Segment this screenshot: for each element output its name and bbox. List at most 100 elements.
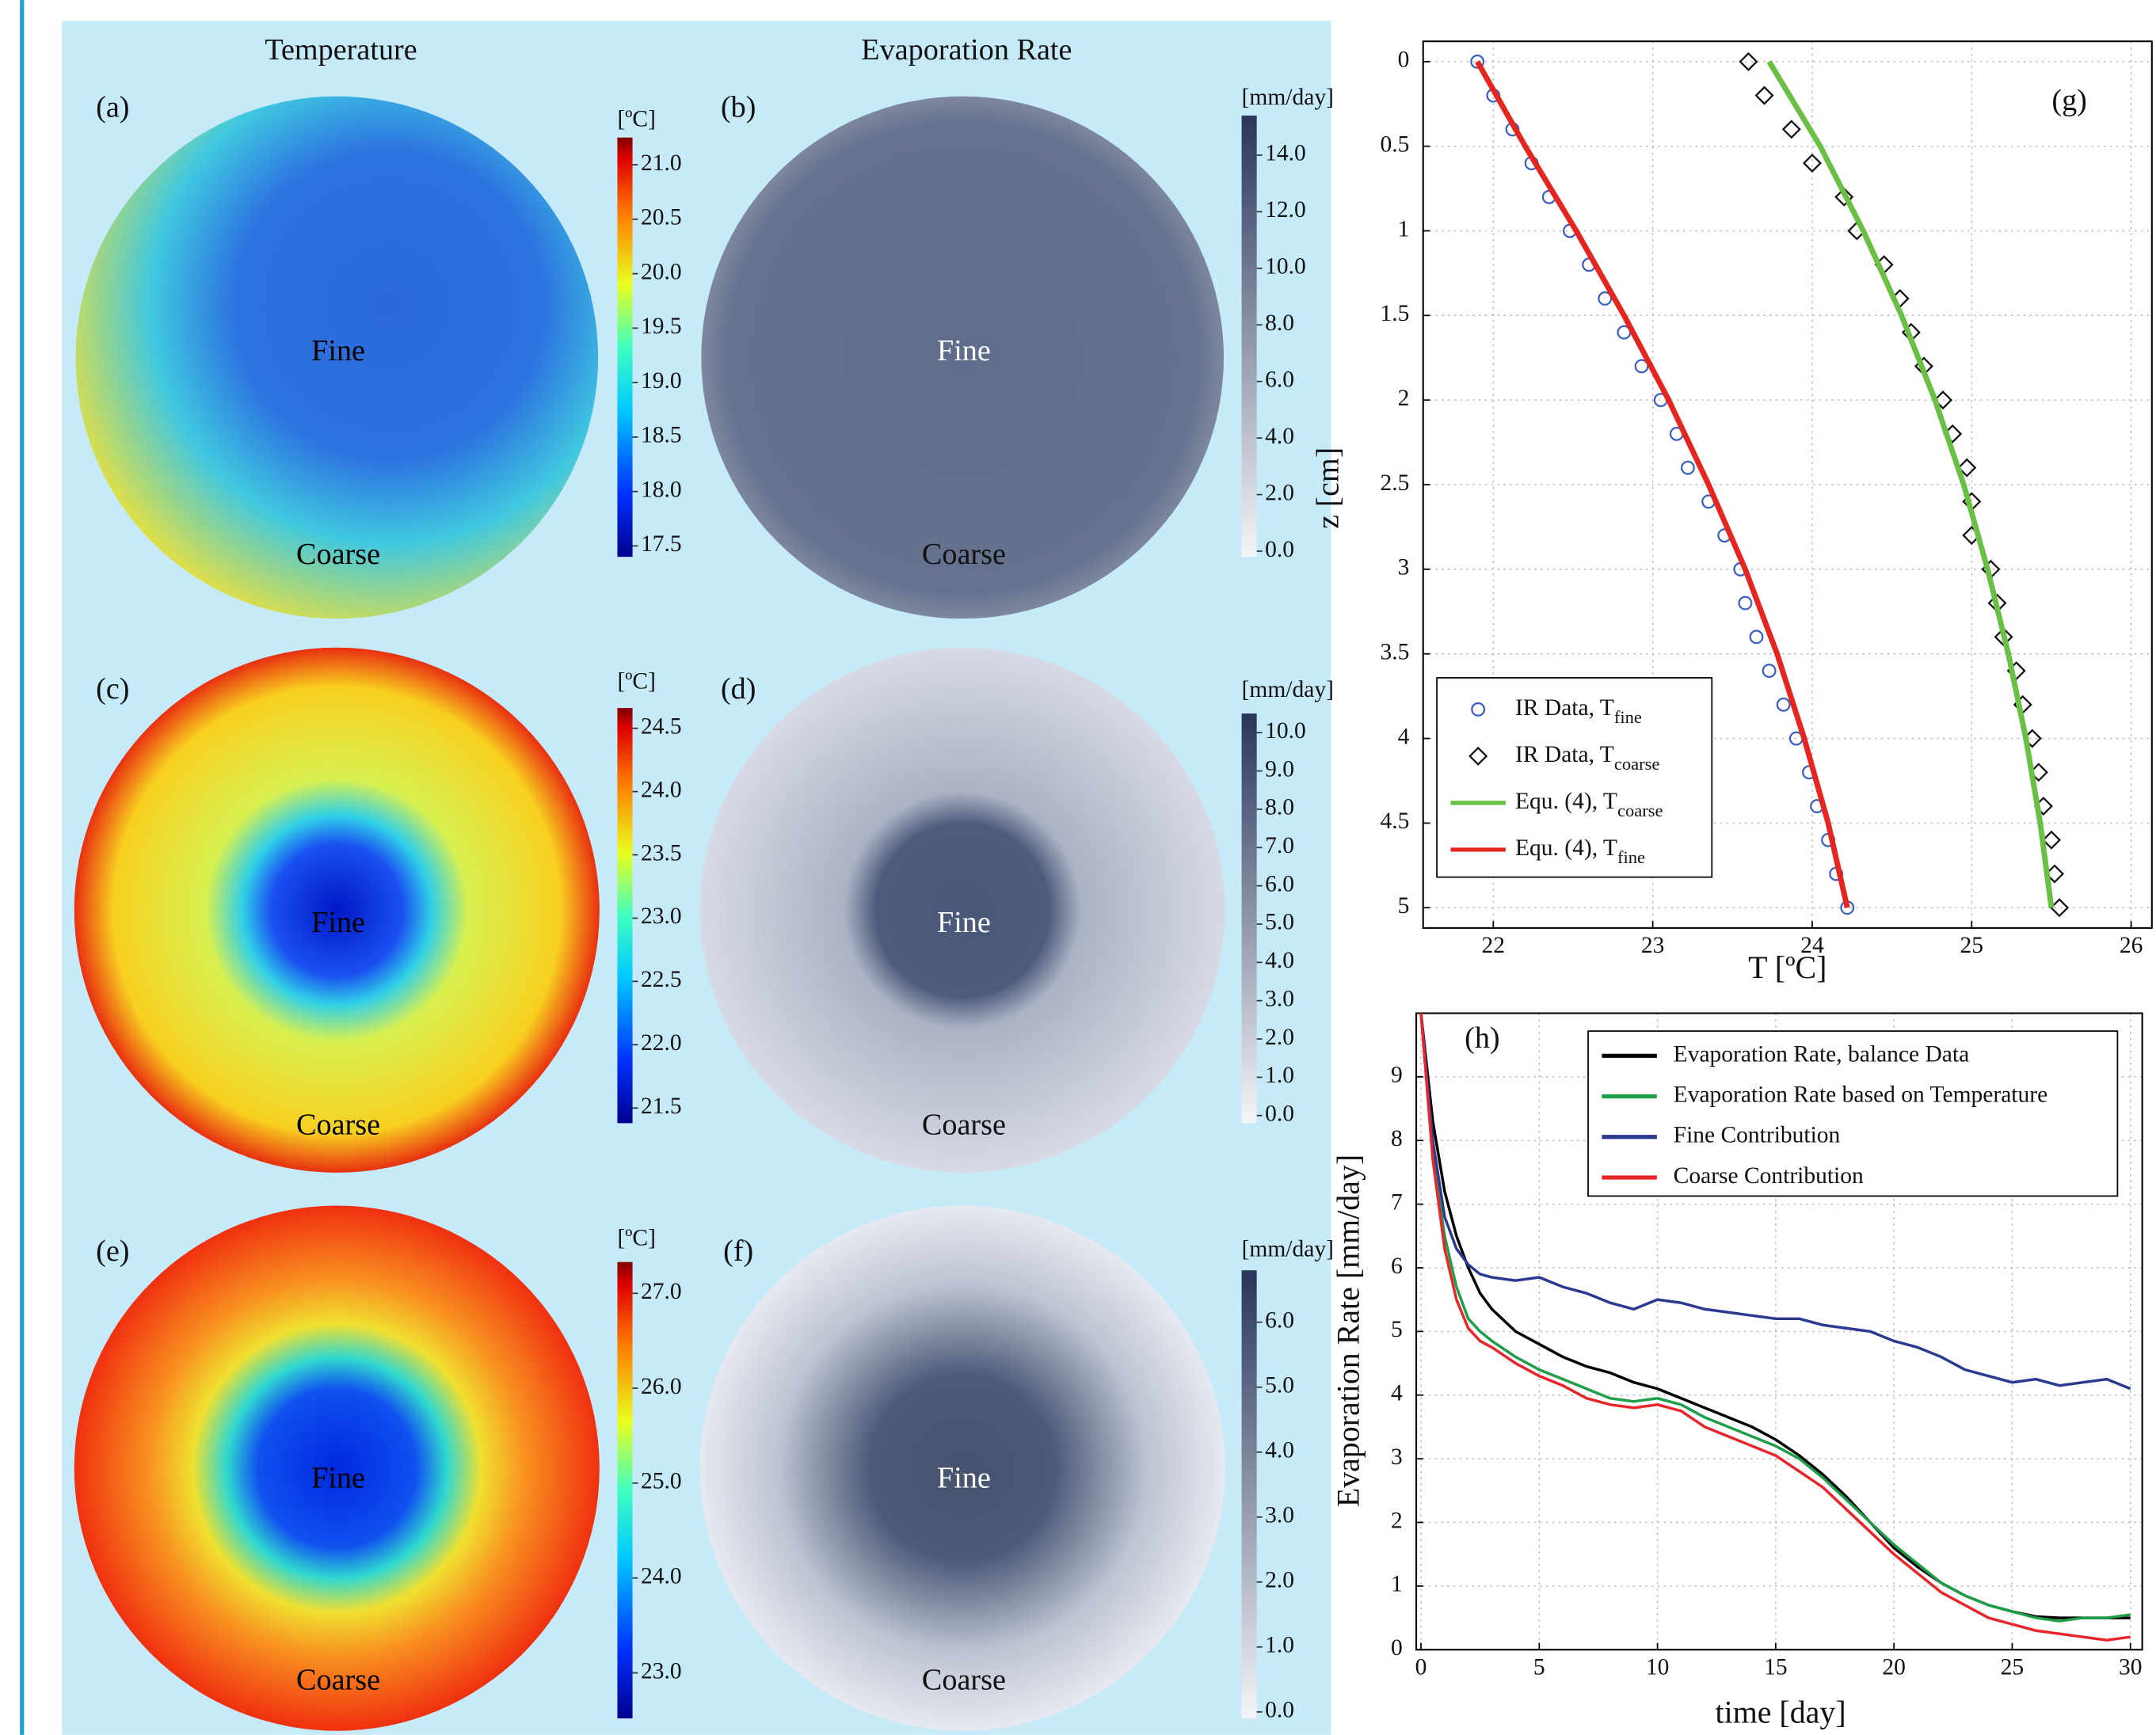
colorbar-tick-label: 21.0: [641, 150, 682, 176]
legend-label: Coarse Contribution: [1674, 1163, 1864, 1189]
colorbar-tick-label: 3.0: [1265, 1503, 1294, 1528]
y-axis-label: Evaporation Rate [mm/day]: [1331, 1155, 1366, 1507]
colorbar-tick-label: 24.5: [641, 713, 682, 739]
x-axis-label: time [day]: [1716, 1695, 1846, 1730]
x-tick-label: 26: [2120, 933, 2143, 958]
colorbar-tick-label: 10.0: [1265, 718, 1306, 744]
colorbar: [1242, 116, 1257, 557]
figure: Temperature(a)FineCoarse[ºC]17.518.018.5…: [0, 0, 2156, 1735]
region-label: Fine: [311, 1462, 365, 1495]
region-label: Coarse: [922, 1664, 1006, 1697]
colorbar: [617, 1262, 632, 1718]
region-label: Coarse: [922, 538, 1006, 571]
region-label: Coarse: [296, 1108, 380, 1141]
y-tick-label: 1.5: [1380, 301, 1409, 326]
colorbar-tick-label: 5.0: [1265, 1373, 1294, 1398]
colorbar-tick-label: 4.0: [1265, 948, 1294, 973]
legend-label: Evaporation Rate based on Temperature: [1674, 1082, 2048, 1107]
colorbar-tick-label: 4.0: [1265, 424, 1294, 449]
x-tick-label: 23: [1641, 933, 1665, 958]
column-title: Temperature: [265, 33, 417, 67]
y-tick-label: 1: [1391, 1572, 1403, 1597]
colorbar: [1242, 713, 1257, 1123]
x-axis-label: T [ºC]: [1748, 949, 1827, 985]
colorbar-tick-label: 23.0: [641, 904, 682, 929]
legend-name: Equ. (4), T: [1515, 835, 1617, 861]
x-tick-label: 0: [1415, 1654, 1427, 1680]
panel-label: (d): [721, 672, 756, 706]
column-title: Evaporation Rate: [861, 33, 1072, 67]
y-tick-label: 0: [1391, 1635, 1403, 1661]
legend-subscript: fine: [1614, 707, 1642, 727]
y-tick-label: 6: [1391, 1254, 1403, 1279]
x-tick-label: 20: [1882, 1654, 1906, 1680]
colorbar-tick-label: 1.0: [1265, 1063, 1294, 1088]
colorbar-tick-label: 12.0: [1265, 197, 1306, 223]
region-label: Fine: [311, 906, 365, 939]
colorbar: [617, 708, 632, 1123]
legend-subscript: fine: [1617, 847, 1645, 867]
colorbar-tick-label: 0.0: [1265, 537, 1294, 562]
region-label: Coarse: [296, 1664, 380, 1697]
region-label: Fine: [937, 906, 991, 939]
legend-name: Evaporation Rate based on Temperature: [1674, 1082, 2048, 1107]
colorbar-tick-label: 22.0: [641, 1030, 682, 1056]
colorbar-label: [mm/day]: [1242, 85, 1334, 110]
colorbar-tick-label: 24.0: [641, 1563, 682, 1589]
legend-name: IR Data, T: [1515, 742, 1614, 767]
y-tick-label: 1: [1398, 216, 1410, 242]
panel-label: (e): [96, 1235, 129, 1268]
colorbar-tick-label: 24.0: [641, 777, 682, 802]
y-tick-label: 8: [1391, 1126, 1403, 1151]
legend-name: Fine Contribution: [1674, 1123, 1841, 1148]
colorbar-tick-label: 9.0: [1265, 756, 1294, 782]
colorbar-tick-label: 19.5: [641, 314, 682, 339]
colorbar-tick-label: 8.0: [1265, 310, 1294, 336]
panel-label: (h): [1465, 1022, 1500, 1055]
colorbar: [617, 138, 632, 557]
y-tick-label: 5: [1398, 893, 1410, 919]
colorbar-tick-label: 17.5: [641, 531, 682, 557]
region-label: Coarse: [296, 538, 380, 571]
legend-name: Coarse Contribution: [1674, 1163, 1864, 1189]
y-axis-label: z [cm]: [1310, 447, 1346, 529]
colorbar-tick-label: 23.5: [641, 840, 682, 866]
region-label: Fine: [311, 334, 365, 367]
colorbar-tick-label: 22.5: [641, 967, 682, 992]
colorbar-tick-label: 14.0: [1265, 141, 1306, 166]
y-tick-label: 2: [1398, 386, 1410, 411]
legend-label: Evaporation Rate, balance Data: [1674, 1041, 1970, 1067]
colorbar-tick-label: 8.0: [1265, 795, 1294, 820]
colorbar-label: [ºC]: [617, 107, 655, 132]
legend-name: Equ. (4), T: [1515, 789, 1617, 814]
y-tick-label: 2: [1391, 1508, 1403, 1533]
colorbar-tick-label: 23.0: [641, 1658, 682, 1684]
colorbar-tick-label: 21.5: [641, 1094, 682, 1119]
panel-label: (f): [723, 1235, 753, 1268]
panel-label: (b): [721, 91, 756, 124]
colorbar: [1242, 1270, 1257, 1718]
page: {"chart_data": [ {"type": "heatmap", "ti…: [0, 0, 2156, 1735]
x-tick-label: 30: [2119, 1654, 2143, 1680]
colorbar-tick-label: 18.5: [641, 423, 682, 448]
region-label: Fine: [937, 1462, 991, 1495]
colorbar-tick-label: 5.0: [1265, 910, 1294, 935]
colorbar-tick-label: 6.0: [1265, 367, 1294, 392]
x-tick-label: 22: [1482, 933, 1506, 958]
x-tick-label: 15: [1764, 1654, 1788, 1680]
region-label: Coarse: [922, 1108, 1006, 1141]
colorbar-label: [mm/day]: [1242, 1237, 1334, 1262]
y-tick-label: 9: [1391, 1063, 1403, 1088]
region-label: Fine: [937, 334, 991, 367]
colorbar-tick-label: 26.0: [641, 1374, 682, 1399]
y-tick-label: 0: [1398, 48, 1410, 73]
colorbar-tick-label: 27.0: [641, 1279, 682, 1304]
colorbar-tick-label: 6.0: [1265, 871, 1294, 896]
colorbar-tick-label: 6.0: [1265, 1308, 1294, 1334]
panel-label: (c): [96, 672, 129, 706]
colorbar-tick-label: 18.0: [641, 477, 682, 502]
x-tick-label: 5: [1533, 1654, 1545, 1680]
panel-label: (g): [2051, 84, 2087, 117]
legend-name: Evaporation Rate, balance Data: [1674, 1041, 1970, 1067]
colorbar-tick-label: 2.0: [1265, 480, 1294, 505]
